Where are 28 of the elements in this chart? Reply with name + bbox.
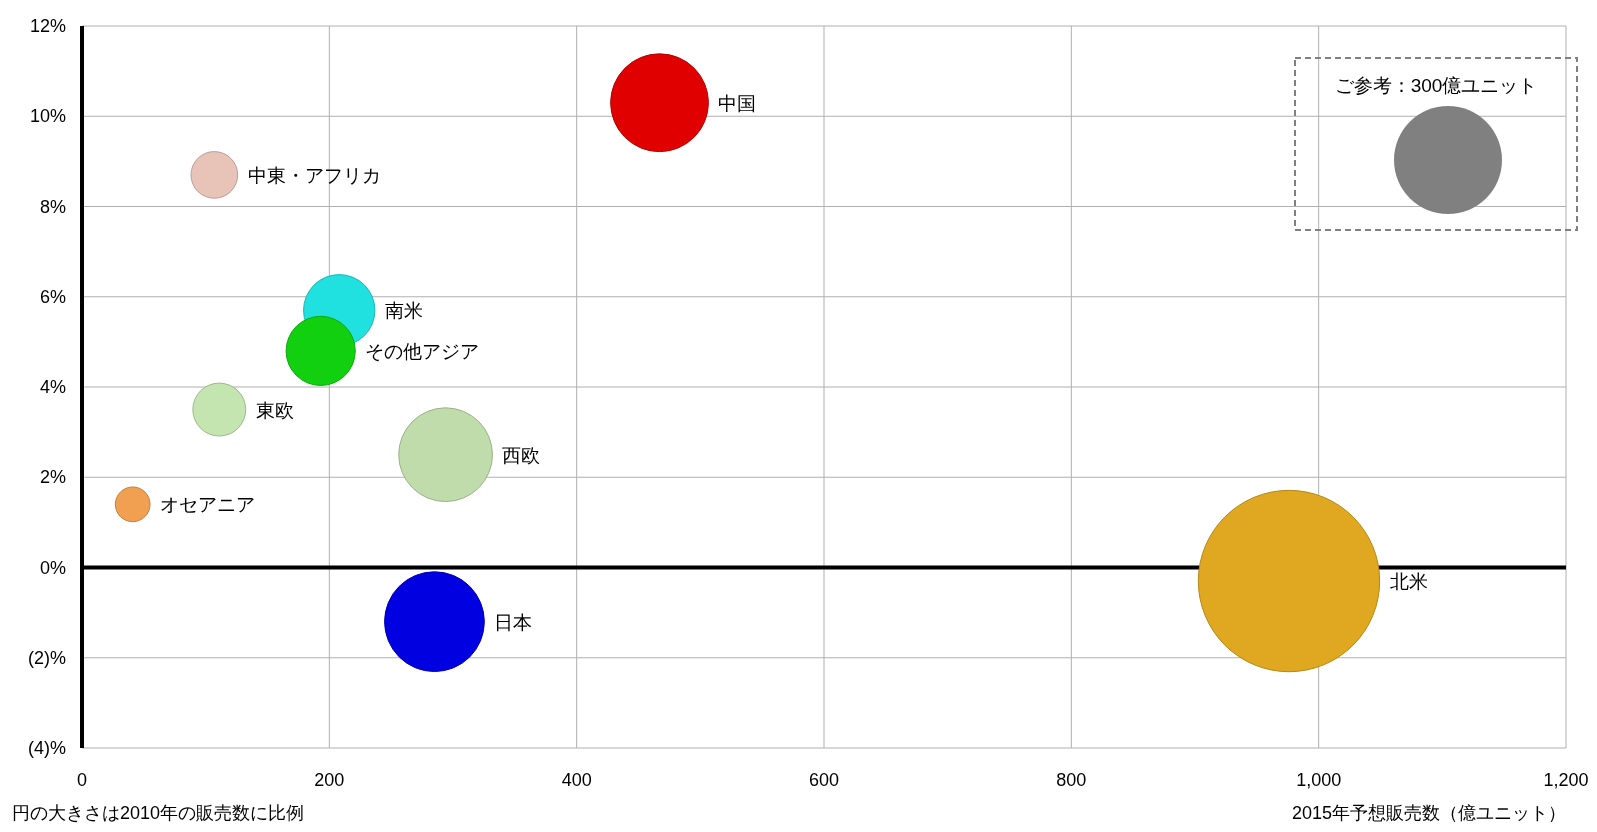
x-tick-label: 1,200 [1543,770,1589,790]
series-label: 北米 [1389,571,1428,593]
x-axis-title: 2015年予想販売数（億ユニット） [1291,803,1566,823]
series-label: 東欧 [255,399,294,421]
series-label: 西欧 [502,444,541,466]
y-tick-label: 8% [39,196,66,217]
x-tick-label: 800 [1056,770,1087,790]
series-label: 中東・アフリカ [247,164,381,186]
y-tick-label: 0% [39,557,66,578]
x-tick-label: 0 [76,770,88,790]
x-tick-label: 1,000 [1296,770,1342,790]
y-tick-label: 6% [39,286,66,307]
y-tick-label: (4)% [27,738,66,758]
y-tick-label: 4% [39,377,66,397]
x-tick-label: 600 [808,770,840,790]
series-label: オセアニア [160,494,256,516]
series-label: 南米 [384,300,423,322]
x-tick-label: 200 [314,770,345,790]
series-label: その他アジア [365,340,480,362]
y-tick-label: 2% [39,467,66,488]
legend-label: ご参考：300億ユニット [1334,75,1538,96]
y-tick-label: (2)% [27,647,66,668]
series-label: 日本 [494,611,533,633]
y-tick-label: 12% [29,16,66,36]
x-tick-label: 400 [561,770,592,790]
text: 円の大きさは2010年の販売数に比例 [12,803,305,823]
series-label: 中国 [718,92,757,114]
y-tick-label: 10% [29,106,66,127]
